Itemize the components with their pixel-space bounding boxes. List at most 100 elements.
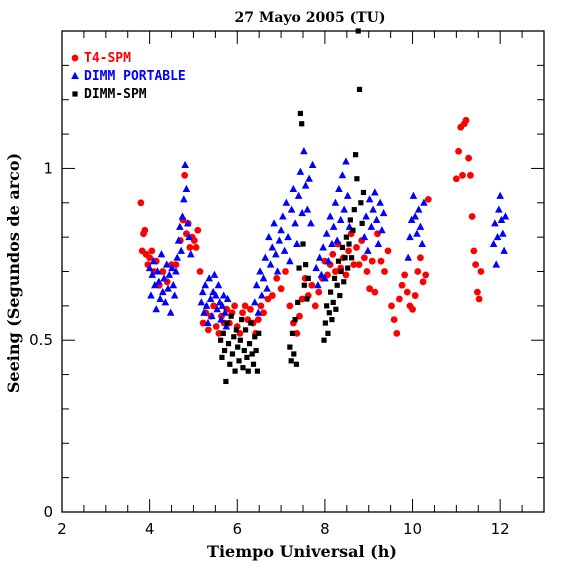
data-point [213, 305, 221, 313]
data-point [273, 267, 282, 275]
data-point [254, 316, 262, 323]
data-point [257, 302, 265, 310]
data-point [459, 171, 466, 179]
data-point [301, 181, 310, 189]
data-point [315, 288, 323, 296]
data-point [181, 160, 189, 168]
data-point [452, 175, 460, 183]
data-point [156, 294, 164, 302]
data-point [499, 229, 507, 237]
data-point [148, 247, 156, 255]
legend-label: T4-SPM [84, 51, 131, 66]
data-point [350, 227, 356, 233]
data-point [338, 268, 344, 275]
data-point [496, 191, 504, 199]
data-point [331, 275, 338, 281]
data-point [301, 282, 307, 288]
data-point [324, 256, 333, 265]
data-point [470, 247, 478, 255]
data-point [227, 361, 233, 367]
data-point [311, 302, 319, 310]
data-point [501, 212, 510, 220]
data-point [304, 296, 310, 302]
y-tick-label: 0.5 [29, 331, 53, 349]
data-point [147, 291, 155, 299]
data-point [411, 212, 419, 220]
data-point [202, 301, 211, 309]
data-point [219, 291, 228, 299]
data-point [462, 116, 470, 124]
data-point [295, 299, 301, 306]
data-point [473, 288, 481, 296]
data-point [259, 274, 268, 282]
data-point [371, 188, 379, 196]
data-point [232, 368, 238, 374]
data-point [465, 154, 473, 162]
data-point [492, 260, 501, 268]
data-point [153, 267, 162, 275]
data-point [372, 215, 381, 223]
data-point [181, 171, 189, 179]
x-axis-title: Tiempo Universal (h) [207, 542, 397, 561]
data-point [239, 317, 245, 323]
data-point [223, 378, 229, 385]
x-tick-label: 12 [491, 520, 510, 538]
data-point [196, 268, 204, 275]
data-point [260, 309, 267, 317]
data-point [345, 247, 352, 255]
data-point [268, 243, 277, 251]
data-point [231, 334, 237, 340]
legend-label: DIMM PORTABLE [84, 69, 186, 84]
legend-label: DIMM-SPM [84, 87, 147, 102]
data-point [343, 191, 352, 199]
data-point [420, 198, 428, 206]
data-point [406, 232, 414, 241]
y-tick-label: 1 [43, 159, 53, 177]
data-point [180, 195, 188, 203]
data-point [246, 341, 253, 347]
data-point [277, 285, 285, 293]
data-point [296, 167, 305, 175]
data-point [331, 198, 340, 206]
data-point [424, 195, 432, 203]
data-point [244, 354, 250, 360]
x-tick-label: 8 [320, 520, 330, 538]
data-point [477, 268, 485, 275]
data-point [208, 311, 216, 320]
data-point [493, 232, 502, 241]
data-point [413, 229, 421, 237]
data-point [414, 205, 423, 213]
data-point [186, 244, 194, 251]
data-point [303, 205, 312, 213]
data-point [177, 246, 185, 254]
data-point [358, 200, 364, 206]
data-point [145, 263, 154, 272]
data-point [366, 285, 374, 293]
data-point [251, 298, 259, 306]
data-point [252, 334, 258, 340]
data-point [475, 295, 483, 303]
data-point [343, 234, 349, 240]
data-point [329, 250, 337, 258]
data-point [275, 236, 284, 244]
data-point [164, 284, 172, 292]
legend-marker [72, 91, 78, 97]
data-point [294, 191, 303, 199]
data-point [277, 226, 285, 234]
data-point [489, 239, 498, 248]
legend: T4-SPM DIMM PORTABLE DIMM-SPM [71, 51, 186, 102]
data-point [200, 308, 208, 316]
data-point [468, 213, 476, 220]
data-point [245, 368, 251, 374]
data-point [263, 284, 271, 292]
data-point [254, 308, 263, 316]
data-point [307, 219, 315, 227]
legend-marker [71, 54, 79, 62]
data-point [321, 337, 327, 343]
data-point [169, 281, 178, 289]
data-point [298, 208, 306, 217]
data-point [210, 270, 219, 278]
data-point [219, 354, 225, 360]
data-point [212, 323, 220, 330]
data-point [330, 299, 336, 306]
